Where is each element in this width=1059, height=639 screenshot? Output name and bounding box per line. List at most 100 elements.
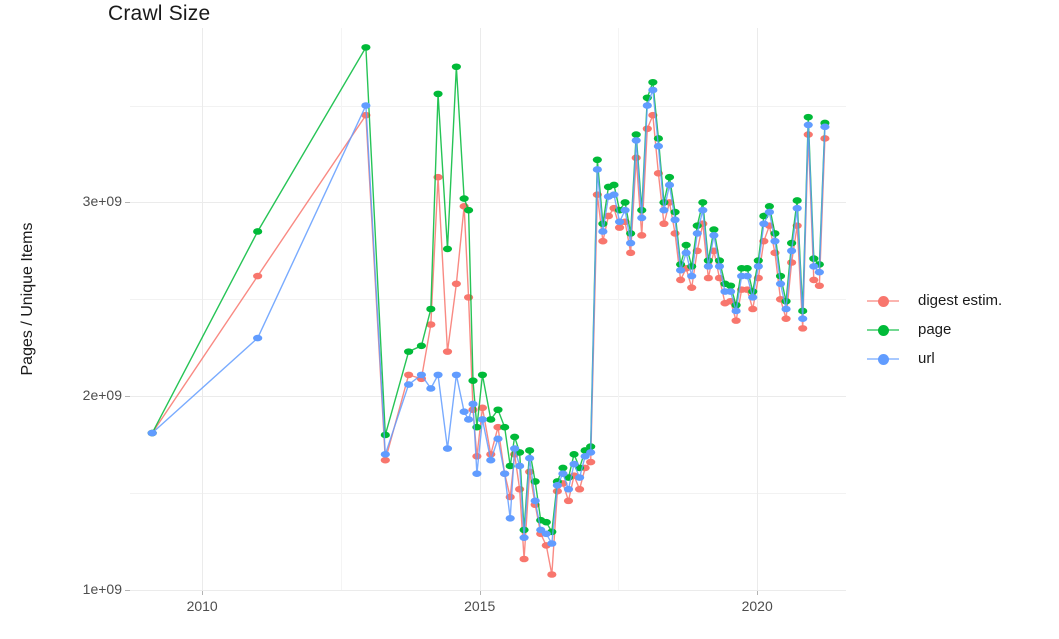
data-point — [781, 315, 791, 322]
data-point — [505, 515, 515, 522]
data-point — [631, 131, 641, 138]
data-point — [493, 406, 503, 414]
legend-item-url[interactable]: url — [866, 344, 1056, 373]
gridline-y-minor — [130, 106, 846, 107]
data-point — [380, 431, 390, 439]
gridline-x-minor — [341, 28, 342, 590]
data-point — [676, 266, 686, 274]
data-point — [748, 294, 758, 301]
data-point — [753, 263, 763, 270]
data-point — [463, 416, 474, 423]
legend-item-page[interactable]: page — [866, 315, 1056, 344]
data-point — [563, 497, 574, 505]
data-point — [659, 220, 669, 228]
data-point — [681, 241, 691, 249]
data-point — [541, 530, 551, 538]
data-point — [442, 445, 453, 452]
data-point — [620, 199, 630, 206]
legend-key-icon — [866, 319, 900, 340]
data-point — [698, 199, 708, 206]
data-point — [642, 125, 652, 133]
data-point — [709, 232, 719, 239]
data-point — [510, 445, 520, 452]
data-point — [500, 470, 510, 478]
gridline-y-minor — [130, 299, 846, 300]
data-point — [468, 400, 478, 408]
series-layer — [147, 44, 830, 578]
data-point — [731, 317, 741, 324]
data-point — [147, 429, 157, 437]
data-point — [681, 249, 691, 257]
data-point — [753, 257, 763, 264]
data-point — [477, 416, 488, 423]
legend-label: digest estim. — [918, 292, 1003, 309]
y-axis-title: Pages / Unique Items — [19, 222, 36, 376]
data-point — [676, 276, 686, 284]
data-point — [792, 197, 802, 204]
x-tick-label: 2020 — [741, 598, 773, 614]
data-point — [642, 102, 652, 109]
data-point — [500, 423, 510, 431]
data-point — [787, 239, 797, 247]
data-point — [703, 263, 713, 270]
data-point — [253, 272, 263, 280]
data-point — [670, 216, 680, 224]
legend-dot-icon — [878, 353, 889, 365]
data-point — [631, 154, 641, 162]
data-point — [505, 462, 515, 470]
data-point — [637, 214, 647, 222]
data-point — [798, 315, 808, 322]
data-point — [809, 276, 819, 284]
data-point — [558, 470, 568, 478]
data-point — [253, 334, 263, 342]
data-point — [477, 404, 488, 412]
data-point — [787, 247, 797, 255]
data-point — [468, 377, 478, 385]
x-tick-mark — [479, 590, 481, 595]
series-line — [151, 113, 826, 575]
data-point — [404, 371, 414, 379]
data-point — [361, 44, 371, 51]
data-point — [598, 237, 608, 245]
data-point — [433, 371, 443, 379]
x-tick-mark — [757, 590, 759, 595]
data-point — [664, 181, 675, 189]
data-point — [631, 137, 641, 144]
data-point — [477, 371, 488, 379]
data-point — [547, 540, 557, 547]
y-tick-mark — [125, 396, 130, 398]
data-point — [775, 272, 786, 280]
data-point — [459, 408, 469, 416]
data-point — [648, 86, 658, 94]
data-point — [426, 321, 436, 328]
page-title: Crawl Size — [108, 2, 211, 25]
data-point — [380, 456, 390, 464]
data-point — [451, 371, 461, 379]
data-point — [515, 485, 525, 493]
data-point — [380, 451, 390, 458]
data-point — [742, 265, 752, 272]
legend-label: url — [918, 350, 935, 367]
data-point — [653, 142, 664, 150]
data-point — [592, 166, 602, 173]
data-point — [731, 307, 741, 315]
data-point — [609, 191, 619, 198]
data-point — [814, 268, 824, 276]
data-point — [253, 228, 263, 235]
legend-item-digest[interactable]: digest estim. — [866, 286, 1056, 315]
series-line — [151, 89, 826, 546]
data-point — [493, 423, 503, 431]
data-point — [442, 245, 453, 253]
legend-key-icon — [866, 348, 900, 369]
data-point — [764, 202, 775, 210]
data-point — [563, 485, 574, 493]
y-tick-mark — [125, 590, 130, 591]
data-point — [803, 113, 813, 121]
data-point — [809, 263, 819, 270]
gridline-y-major — [130, 202, 846, 203]
data-point — [404, 348, 414, 355]
legend-label: page — [918, 321, 952, 338]
gridline-y-major — [130, 590, 846, 591]
data-point — [463, 294, 474, 301]
data-point — [614, 218, 625, 226]
